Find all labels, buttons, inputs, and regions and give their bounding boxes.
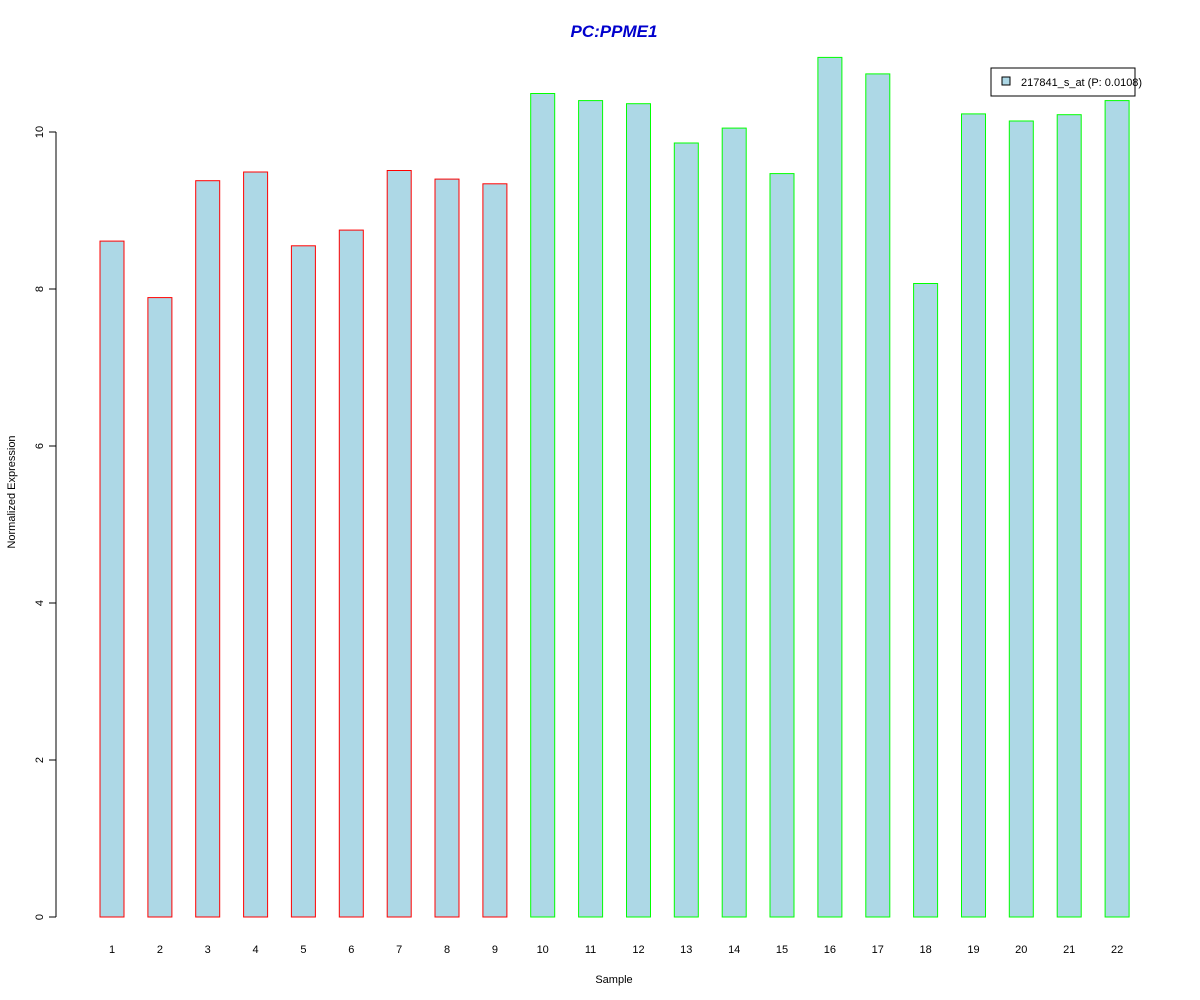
legend-box: [990, 67, 1136, 97]
bar-sample-18: [913, 283, 939, 918]
x-axis: 1 2 3 4 5 6 7 8 9 10 11 12 13 14 15 16 17 18 19 20 21 22: [109, 944, 1123, 956]
bar-sample-20: [1008, 120, 1034, 918]
legend-entry-label: 217841_s_at (P: 0.0108): [1021, 77, 1142, 89]
x-tick-label: 20: [1015, 944, 1027, 956]
x-tick-label: 22: [1111, 944, 1123, 956]
bar-sample-16: [817, 56, 843, 918]
bar-sample-15: [769, 173, 795, 918]
x-tick-label: 14: [728, 944, 740, 956]
legend: 217841_s_at (P: 0.0108): [990, 67, 1142, 97]
x-tick-label: 8: [444, 944, 450, 956]
y-tick-label: 4: [34, 600, 46, 606]
bar-sample-22: [1104, 100, 1130, 918]
y-tick-label: 6: [34, 443, 46, 449]
x-tick-label: 2: [157, 944, 163, 956]
bar-sample-11: [578, 100, 604, 918]
x-tick-label: 15: [776, 944, 788, 956]
bar-sample-3: [195, 180, 221, 918]
x-tick-label: 16: [824, 944, 836, 956]
y-tick-label: 8: [34, 286, 46, 292]
x-tick-label: 4: [253, 944, 259, 956]
x-tick-label: 18: [919, 944, 931, 956]
bar-sample-1: [99, 240, 125, 918]
bar-sample-10: [530, 93, 556, 918]
x-tick-label: 12: [632, 944, 644, 956]
legend-swatch: [1001, 76, 1011, 86]
bar-sample-7: [386, 170, 412, 918]
bar-sample-12: [626, 103, 651, 918]
x-tick-label: 13: [680, 944, 692, 956]
x-axis-label: Sample: [595, 974, 632, 986]
bar-sample-14: [721, 127, 747, 918]
x-tick-label: 9: [492, 944, 498, 956]
bar-sample-9: [482, 183, 508, 918]
bar-sample-8: [434, 178, 460, 918]
bar-sample-2: [147, 297, 173, 918]
y-tick-label: 0: [34, 914, 46, 920]
x-tick-label: 5: [300, 944, 306, 956]
bar-sample-19: [961, 113, 986, 918]
x-tick-label: 7: [396, 944, 402, 956]
bar-sample-21: [1056, 114, 1082, 918]
y-tick-label: 10: [34, 126, 46, 138]
x-tick-label: 19: [967, 944, 979, 956]
y-tick-label: 2: [34, 757, 46, 763]
bar-sample-4: [243, 171, 269, 918]
chart-title: PC:PPME1: [571, 22, 658, 41]
x-tick-label: 6: [348, 944, 354, 956]
bars-group: [99, 56, 1130, 918]
y-axis: 0 2 4 6 8 10: [34, 126, 57, 920]
x-tick-label: 17: [872, 944, 884, 956]
x-tick-label: 1: [109, 944, 115, 956]
x-tick-label: 21: [1063, 944, 1075, 956]
x-tick-label: 3: [205, 944, 211, 956]
bar-sample-5: [290, 245, 316, 918]
bar-sample-6: [338, 229, 364, 918]
x-tick-label: 10: [537, 944, 549, 956]
bar-sample-13: [673, 142, 699, 918]
x-tick-label: 11: [585, 944, 596, 956]
bar-sample-17: [865, 73, 891, 918]
y-axis-label: Normalized Expression: [6, 435, 18, 548]
